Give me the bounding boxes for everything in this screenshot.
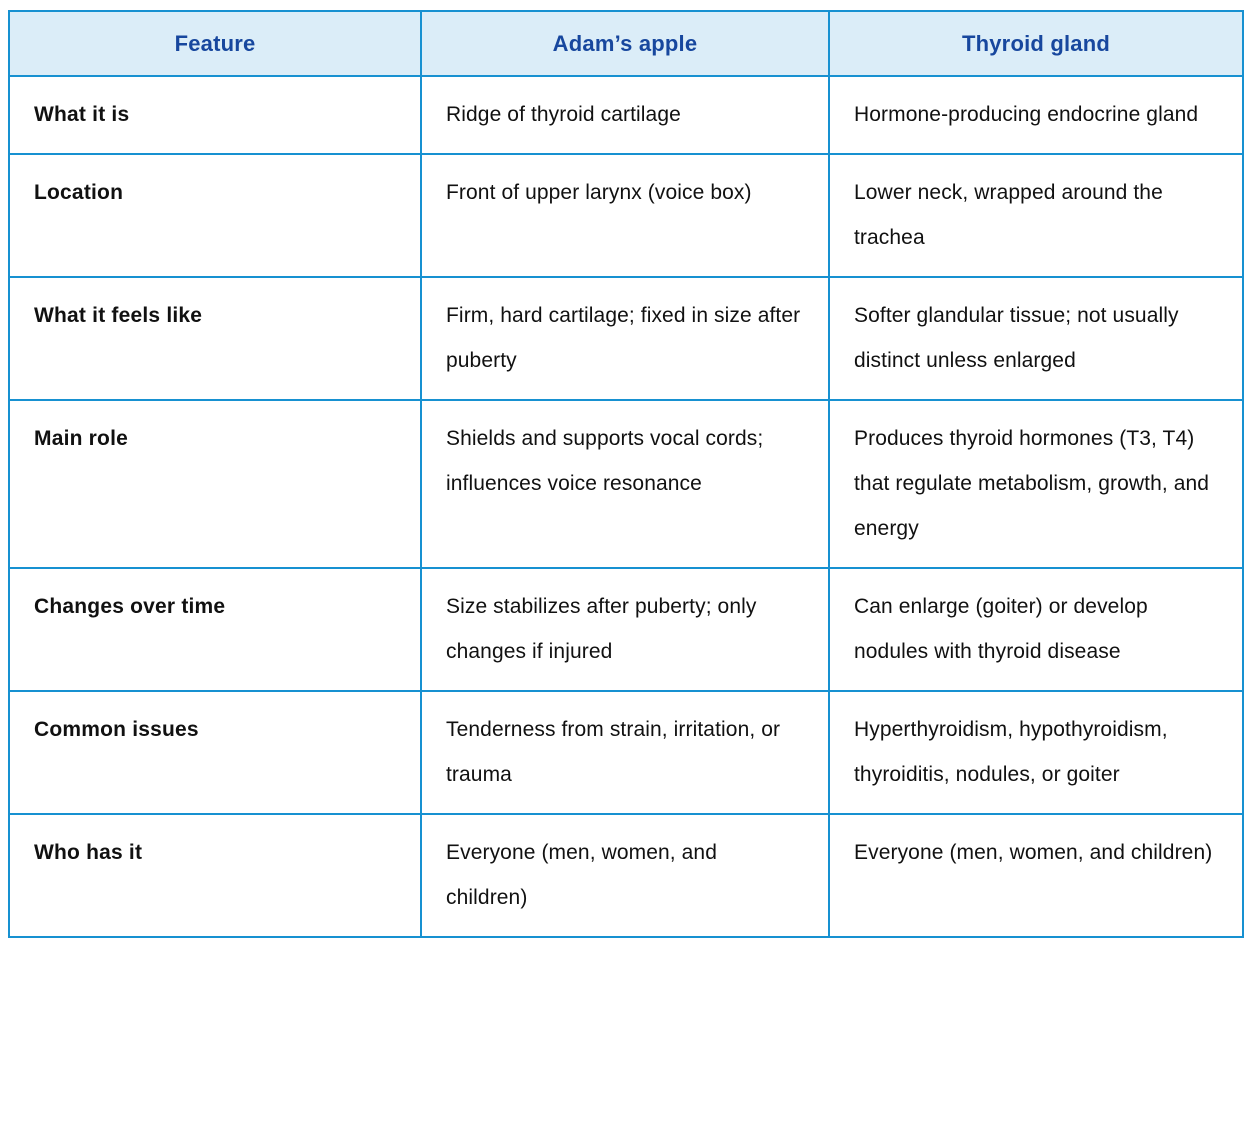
- row-label: Changes over time: [8, 567, 422, 692]
- cell-thyroid-gland: Softer glandular tissue; not usually dis…: [828, 276, 1244, 401]
- row-label: Main role: [8, 399, 422, 569]
- column-header-feature: Feature: [8, 10, 422, 77]
- cell-adams-apple: Tenderness from strain, irritation, or t…: [420, 690, 830, 815]
- cell-adams-apple: Firm, hard cartilage; fixed in size afte…: [420, 276, 830, 401]
- column-header-adams-apple: Adam’s apple: [420, 10, 830, 77]
- table-row-who-has-it: Who has it Everyone (men, women, and chi…: [8, 813, 1244, 938]
- row-label: Common issues: [8, 690, 422, 815]
- table-row-location: Location Front of upper larynx (voice bo…: [8, 153, 1244, 278]
- row-label: What it feels like: [8, 276, 422, 401]
- cell-thyroid-gland: Hormone-producing endocrine gland: [828, 75, 1244, 155]
- table-row-main-role: Main role Shields and supports vocal cor…: [8, 399, 1244, 569]
- header-row: Feature Adam’s apple Thyroid gland: [8, 10, 1244, 77]
- table-row-what-it-is: What it is Ridge of thyroid cartilage Ho…: [8, 75, 1244, 155]
- cell-adams-apple: Everyone (men, women, and children): [420, 813, 830, 938]
- cell-thyroid-gland: Can enlarge (goiter) or develop nodules …: [828, 567, 1244, 692]
- cell-adams-apple: Front of upper larynx (voice box): [420, 153, 830, 278]
- cell-thyroid-gland: Produces thyroid hormones (T3, T4) that …: [828, 399, 1244, 569]
- table-row-common-issues: Common issues Tenderness from strain, ir…: [8, 690, 1244, 815]
- row-label: Who has it: [8, 813, 422, 938]
- column-header-thyroid-gland: Thyroid gland: [828, 10, 1244, 77]
- cell-thyroid-gland: Hyperthyroidism, hypothyroidism, thyroid…: [828, 690, 1244, 815]
- row-label: What it is: [8, 75, 422, 155]
- cell-adams-apple: Ridge of thyroid cartilage: [420, 75, 830, 155]
- cell-adams-apple: Shields and supports vocal cords; influe…: [420, 399, 830, 569]
- cell-thyroid-gland: Everyone (men, women, and children): [828, 813, 1244, 938]
- cell-adams-apple: Size stabilizes after puberty; only chan…: [420, 567, 830, 692]
- comparison-table: Feature Adam’s apple Thyroid gland What …: [8, 10, 1244, 938]
- row-label: Location: [8, 153, 422, 278]
- cell-thyroid-gland: Lower neck, wrapped around the trachea: [828, 153, 1244, 278]
- table-row-changes-over-time: Changes over time Size stabilizes after …: [8, 567, 1244, 692]
- table-row-what-it-feels-like: What it feels like Firm, hard cartilage;…: [8, 276, 1244, 401]
